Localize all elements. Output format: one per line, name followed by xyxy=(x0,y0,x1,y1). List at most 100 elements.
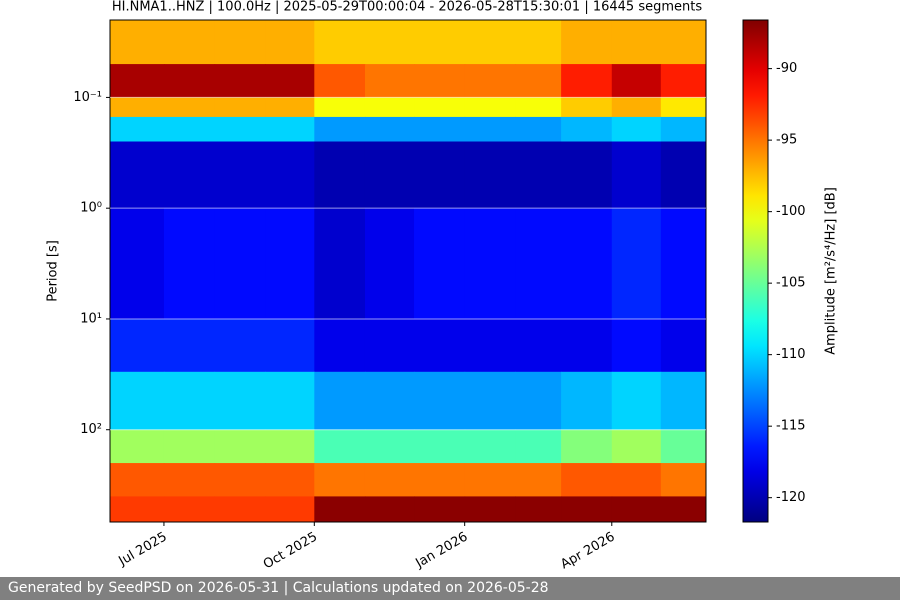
heatmap-cell xyxy=(265,463,315,497)
heatmap-cell xyxy=(611,463,662,497)
heatmap-cell xyxy=(163,97,216,118)
x-tick-label: Apr 2026 xyxy=(558,530,617,573)
heatmap-cell xyxy=(163,463,216,497)
heatmap-cell xyxy=(414,97,466,118)
heatmap-cell xyxy=(364,463,415,497)
colorbar-tick-label: -90 xyxy=(776,61,797,76)
heatmap-cell xyxy=(265,116,315,142)
heatmap-cell xyxy=(314,208,366,320)
heatmap-cell xyxy=(265,496,315,523)
plot-frame xyxy=(109,19,707,523)
heatmap-cell xyxy=(561,141,613,209)
heatmap-cell xyxy=(464,97,516,118)
heatmap-cell xyxy=(611,371,662,431)
heatmap-cell xyxy=(515,20,562,65)
heatmap-cell xyxy=(611,496,662,523)
heatmap-cell xyxy=(364,496,415,523)
heatmap-cell xyxy=(265,429,315,464)
heatmap-cell xyxy=(163,141,216,209)
heatmap-cell xyxy=(163,208,216,320)
heatmap-cell xyxy=(561,429,613,464)
heatmap-cell xyxy=(364,318,415,373)
heatmap-cell xyxy=(611,141,662,209)
heatmap-cell xyxy=(265,371,315,431)
heatmap-cell xyxy=(314,463,366,497)
heatmap-cell xyxy=(110,318,116,373)
heatmap-cell xyxy=(464,116,516,142)
heatmap-cell xyxy=(114,141,165,209)
heatmap-cell xyxy=(660,208,707,320)
heatmap-cell xyxy=(163,20,216,65)
colorbar-frame xyxy=(742,19,769,523)
heatmap-cell xyxy=(364,116,415,142)
heatmap-cell xyxy=(464,371,516,431)
heatmap-cell xyxy=(364,64,415,98)
heatmap-cell xyxy=(611,116,662,142)
heatmap-cell xyxy=(414,64,466,98)
colorbar-tick-label: -100 xyxy=(776,204,806,219)
heatmap-cell xyxy=(214,20,266,65)
heatmap-cell xyxy=(515,64,562,98)
y-tick-label: 10⁰ xyxy=(80,201,102,216)
heatmap-cell xyxy=(110,97,116,118)
heatmap-cell xyxy=(265,208,315,320)
heatmap-cell xyxy=(114,463,165,497)
heatmap-cell xyxy=(660,97,707,118)
heatmap-cell xyxy=(414,496,466,523)
heatmap-cell xyxy=(214,64,266,98)
heatmap-cell xyxy=(515,371,562,431)
heatmap-cell xyxy=(611,429,662,464)
heatmap xyxy=(110,20,707,523)
heatmap-cell xyxy=(110,371,116,431)
heatmap-cell xyxy=(163,116,216,142)
heatmap-cell xyxy=(561,463,613,497)
heatmap-cell xyxy=(314,64,366,98)
heatmap-cell xyxy=(464,64,516,98)
heatmap-cell xyxy=(110,116,116,142)
heatmap-cell xyxy=(114,208,165,320)
heatmap-cell xyxy=(110,64,116,98)
heatmap-cell xyxy=(314,371,366,431)
heatmap-cell xyxy=(561,371,613,431)
y-tick-label: 10¹ xyxy=(80,311,102,326)
colorbar-tick-label: -115 xyxy=(776,419,806,434)
heatmap-cell xyxy=(214,116,266,142)
heatmap-cell xyxy=(214,496,266,523)
heatmap-cell xyxy=(660,116,707,142)
heatmap-cell xyxy=(561,116,613,142)
heatmap-cell xyxy=(515,141,562,209)
heatmap-cell xyxy=(515,496,562,523)
heatmap-cell xyxy=(214,429,266,464)
heatmap-cell xyxy=(464,141,516,209)
heatmap-cell xyxy=(314,429,366,464)
heatmap-cell xyxy=(464,208,516,320)
chart-title: HI.NMA1..HNZ | 100.0Hz | 2025-05-29T00:0… xyxy=(112,0,702,15)
heatmap-cell xyxy=(561,64,613,98)
heatmap-cell xyxy=(515,208,562,320)
colorbar-tick-label: -95 xyxy=(776,133,797,148)
heatmap-cell xyxy=(611,20,662,65)
heatmap-cell xyxy=(214,463,266,497)
heatmap-cell xyxy=(265,20,315,65)
heatmap-cell xyxy=(214,141,266,209)
chart: HI.NMA1..HNZ | 100.0Hz | 2025-05-29T00:0… xyxy=(46,0,839,573)
heatmap-cell xyxy=(660,463,707,497)
heatmap-cell xyxy=(214,208,266,320)
heatmap-cell xyxy=(265,318,315,373)
heatmap-cell xyxy=(114,429,165,464)
heatmap-cell xyxy=(561,208,613,320)
heatmap-cell xyxy=(314,20,366,65)
heatmap-cell xyxy=(110,429,116,464)
heatmap-cell xyxy=(561,20,613,65)
heatmap-cell xyxy=(314,318,366,373)
y-axis-label: Period [s] xyxy=(46,240,61,302)
heatmap-cell xyxy=(265,64,315,98)
heatmap-cell xyxy=(114,318,165,373)
heatmap-cell xyxy=(515,97,562,118)
heatmap-cell xyxy=(414,429,466,464)
heatmap-cell xyxy=(515,318,562,373)
heatmap-cell xyxy=(364,141,415,209)
heatmap-cell xyxy=(660,141,707,209)
x-tick-label: Oct 2025 xyxy=(261,530,320,573)
